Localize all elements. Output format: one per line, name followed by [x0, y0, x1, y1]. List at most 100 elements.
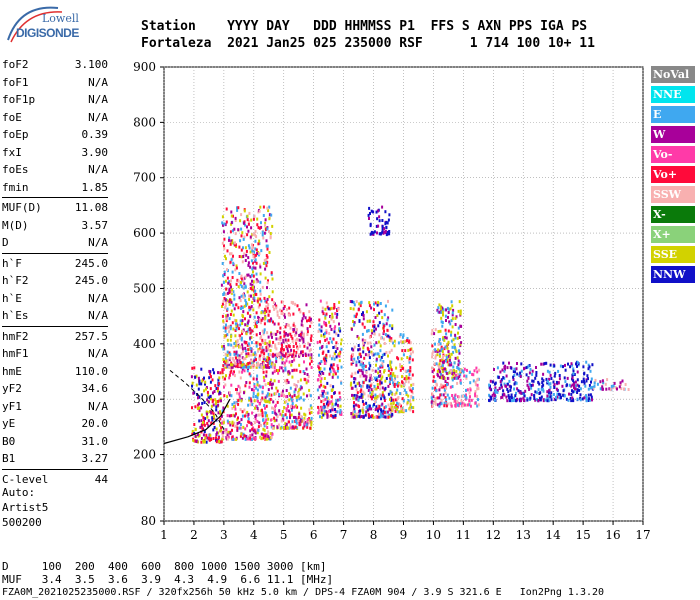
echo-point	[200, 419, 203, 423]
echo-point	[571, 396, 574, 400]
param-key: h`Es	[2, 309, 29, 322]
echo-point	[376, 383, 379, 386]
echo-point	[324, 338, 327, 342]
echo-point	[231, 270, 234, 274]
echo-point	[318, 318, 321, 322]
footer-info: D 100 200 400 600 800 1000 1500 3000 [km…	[2, 560, 604, 599]
echo-point	[528, 371, 531, 375]
echo-point	[442, 377, 445, 380]
echo-point	[291, 301, 294, 305]
legend-item-sse: SSE	[651, 246, 695, 263]
echo-point	[308, 393, 311, 397]
echo-point	[454, 336, 457, 340]
echo-point	[497, 375, 500, 379]
echo-point	[367, 213, 370, 217]
echo-point	[559, 393, 562, 397]
echo-point	[272, 340, 275, 344]
echo-point	[357, 370, 360, 374]
echo-point	[440, 310, 443, 314]
echo-point	[368, 335, 371, 339]
echo-point	[358, 347, 361, 351]
echo-point	[359, 304, 362, 308]
echo-point	[247, 319, 250, 323]
echo-point	[221, 305, 223, 308]
echo-point	[230, 335, 233, 338]
echo-point	[293, 328, 296, 332]
echo-point	[265, 374, 268, 378]
echo-point	[364, 339, 367, 343]
echo-point	[382, 332, 385, 335]
echo-point	[582, 377, 585, 381]
echo-point	[350, 357, 353, 361]
echo-point	[331, 389, 333, 392]
echo-point	[528, 382, 531, 386]
legend-item-x-: X-	[651, 206, 695, 223]
param-value: 1.85	[81, 180, 109, 194]
echo-point	[291, 360, 294, 363]
echo-point	[558, 377, 561, 381]
legend-item-x-: X+	[651, 226, 695, 243]
echo-point	[226, 437, 229, 441]
echo-point	[246, 218, 249, 222]
echo-point	[569, 365, 572, 369]
echo-point	[395, 407, 398, 411]
echo-point	[228, 238, 230, 242]
echo-point	[265, 244, 268, 248]
echo-point	[198, 395, 201, 399]
echo-point	[244, 323, 247, 327]
echo-point	[463, 403, 466, 407]
echo-point	[255, 278, 258, 282]
echo-point	[453, 371, 456, 375]
echo-point	[587, 377, 589, 381]
echo-point	[492, 392, 495, 396]
echo-point	[388, 367, 391, 371]
echo-point	[275, 412, 278, 416]
echo-point	[260, 423, 262, 427]
echo-point	[293, 383, 296, 387]
echo-point	[374, 369, 377, 373]
echo-point	[409, 366, 412, 370]
echo-point	[249, 331, 252, 335]
echo-point	[252, 261, 254, 265]
param-value: 3.90	[81, 145, 109, 159]
echo-point	[388, 415, 391, 419]
echo-point	[222, 230, 225, 234]
echo-point	[252, 252, 254, 256]
echo-point	[299, 353, 302, 357]
echo-point	[231, 357, 234, 360]
echo-point	[380, 363, 383, 367]
echo-point	[266, 394, 269, 398]
echo-point	[271, 411, 274, 414]
echo-point	[236, 361, 239, 365]
echo-point	[373, 384, 376, 388]
echo-point	[240, 418, 243, 422]
echo-point	[264, 434, 267, 438]
echo-point	[500, 385, 503, 389]
echo-point	[562, 365, 564, 369]
echo-point	[260, 221, 262, 225]
echo-point	[249, 265, 252, 269]
echo-point	[310, 420, 313, 424]
echo-point	[591, 363, 594, 367]
echo-point	[235, 400, 238, 404]
echo-point	[267, 417, 270, 421]
echo-point	[271, 354, 274, 358]
echo-point	[510, 366, 513, 370]
x-tick-label: 16	[605, 528, 620, 542]
echo-point	[373, 230, 376, 234]
echo-point	[519, 391, 522, 395]
echo-point	[286, 378, 289, 382]
echo-point	[267, 209, 270, 213]
echo-point	[266, 343, 269, 347]
echo-point	[257, 251, 260, 254]
echo-point	[254, 239, 257, 243]
echo-point	[396, 401, 398, 405]
echo-point	[402, 353, 405, 357]
echo-point	[438, 396, 441, 400]
echo-point	[320, 405, 323, 409]
echo-point	[331, 366, 334, 370]
echo-point	[307, 379, 310, 383]
echo-point	[292, 312, 295, 316]
echo-point	[520, 397, 523, 401]
echo-point	[235, 437, 238, 441]
